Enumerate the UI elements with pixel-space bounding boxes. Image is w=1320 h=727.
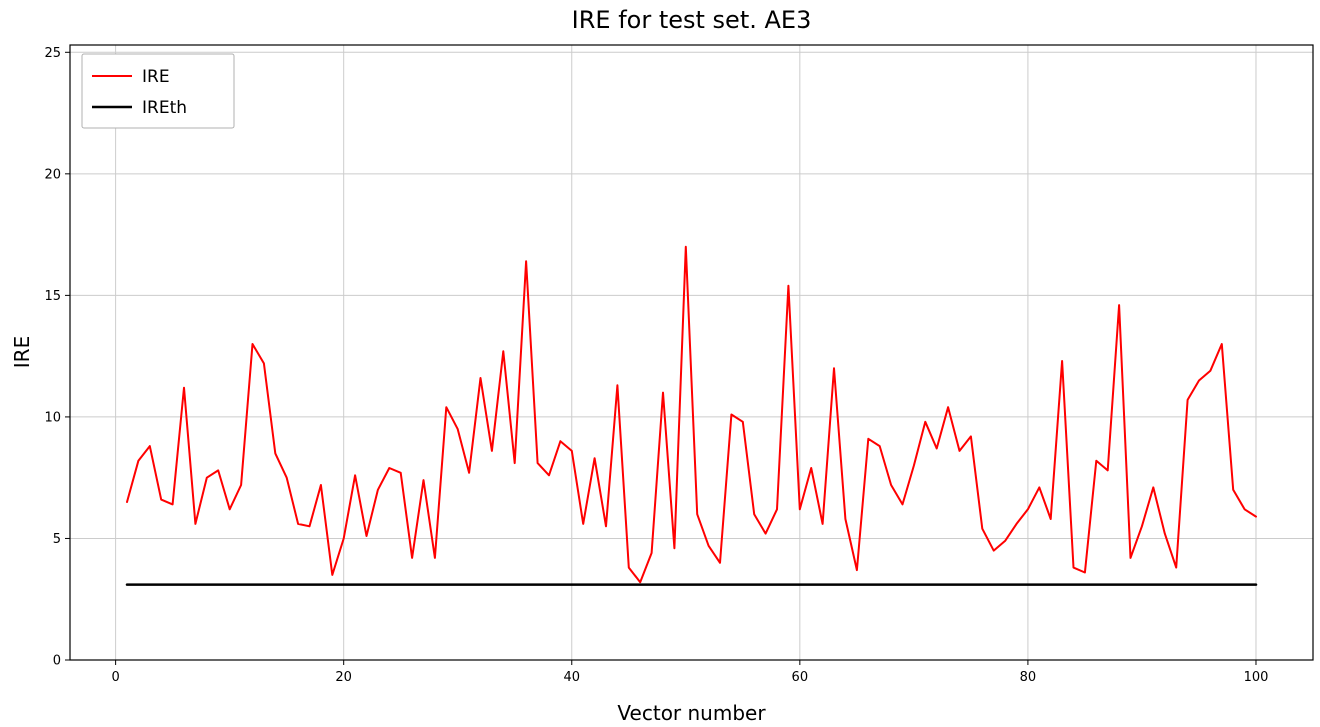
chart-title: IRE for test set. AE3	[571, 6, 812, 34]
y-tick-label: 25	[44, 46, 61, 61]
legend-label-ire: IRE	[142, 67, 170, 87]
legend-box	[81, 53, 235, 129]
x-tick-label: 80	[1020, 670, 1037, 685]
series-line-ire	[126, 245, 1257, 584]
y-axis-label: IRE	[10, 335, 34, 369]
y-tick-label: 0	[53, 654, 61, 669]
x-tick-label: 20	[335, 670, 352, 685]
x-tick-label: 40	[563, 670, 580, 685]
legend: IRE IREth	[81, 53, 235, 129]
legend-label-ireth: IREth	[142, 98, 187, 118]
plot-border	[69, 44, 1314, 661]
x-axis-label: Vector number	[617, 701, 766, 725]
x-tick-label: 0	[111, 670, 119, 685]
y-tick-label: 5	[53, 532, 61, 547]
x-tick-label: 100	[1244, 670, 1269, 685]
y-tick-label: 20	[44, 167, 61, 182]
y-tick-label: 15	[44, 289, 61, 304]
y-tick-label: 10	[44, 410, 61, 425]
x-tick-label: 60	[792, 670, 809, 685]
plot-area	[70, 45, 1313, 660]
